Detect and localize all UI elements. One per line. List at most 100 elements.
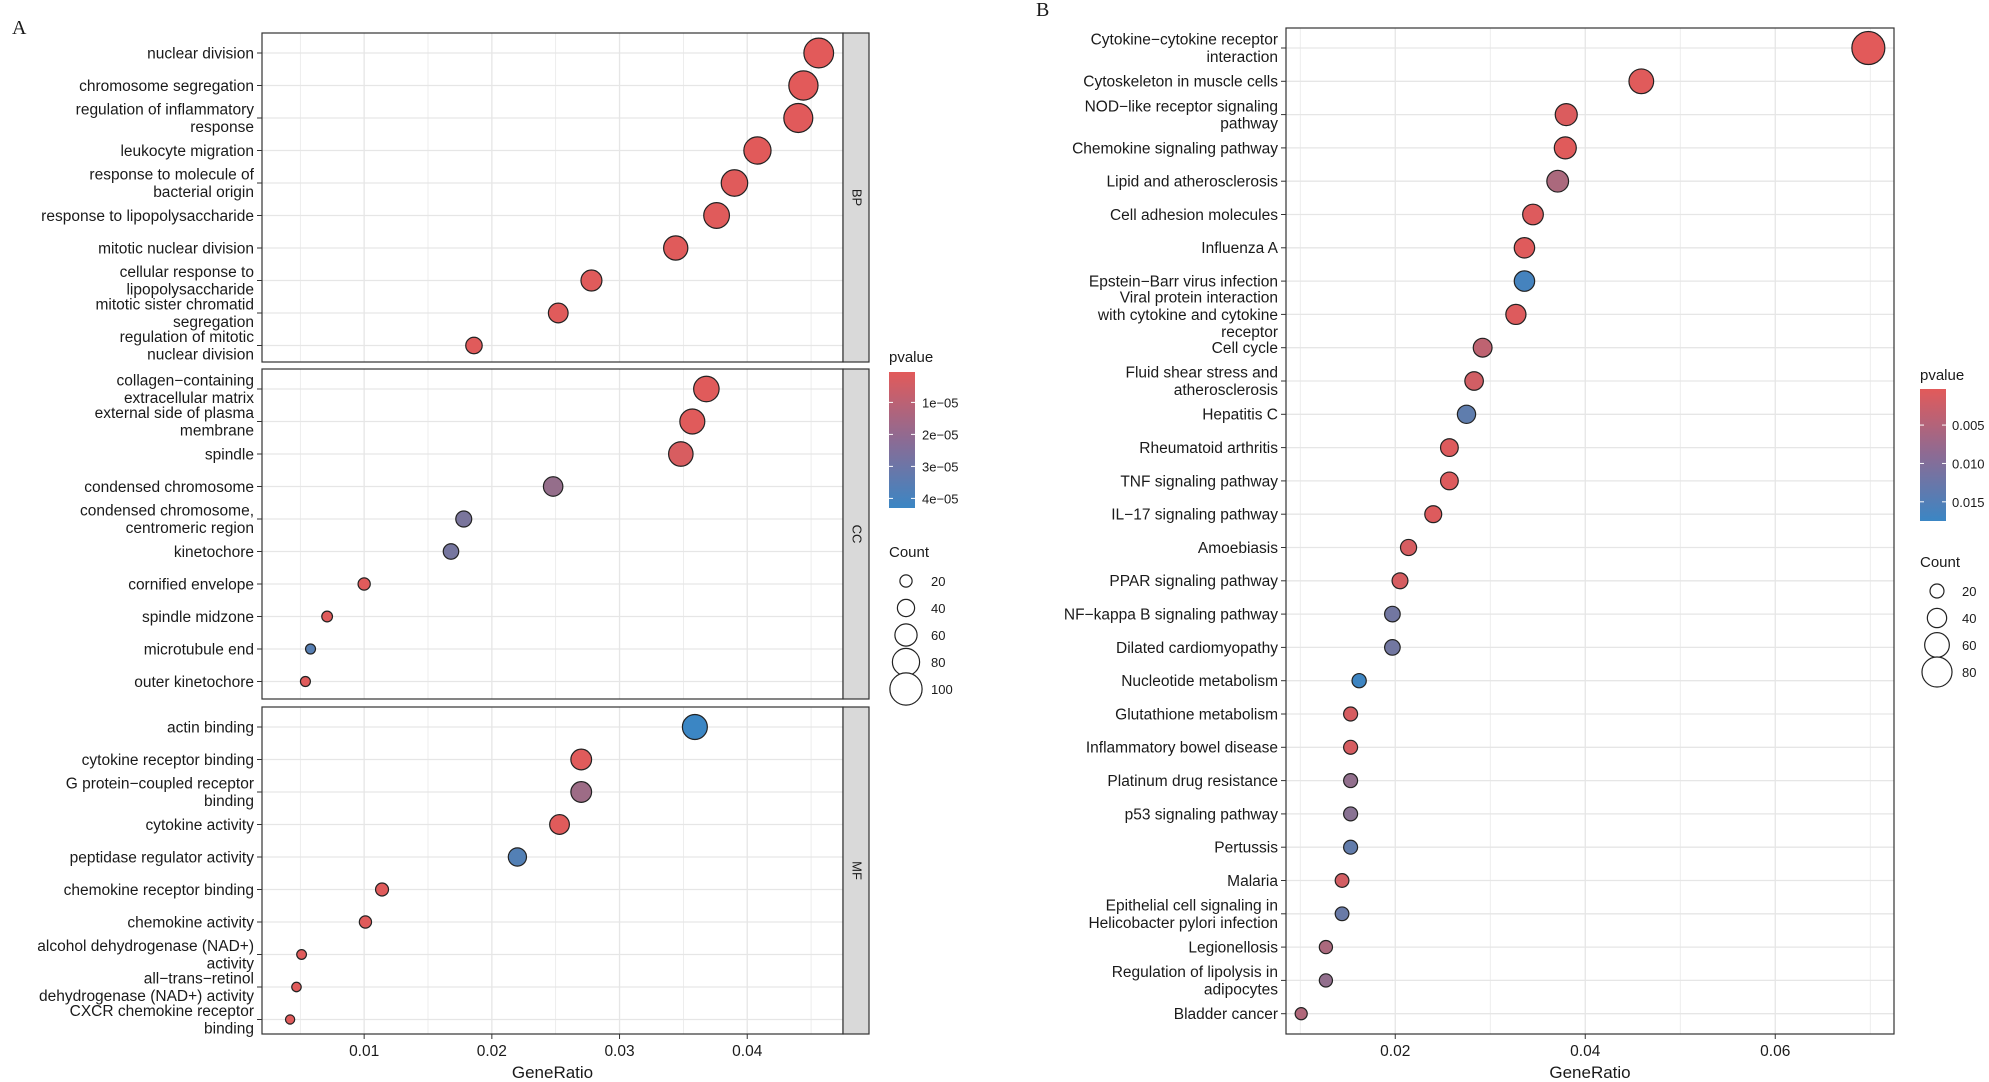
panel-b-legend-size-keys: 20 40 60 80 xyxy=(1921,583,1976,688)
point-bp-response-to-lipopolysaccharide xyxy=(703,202,731,229)
point-bp-mitotic-nuclear-division xyxy=(663,235,689,261)
size-key-label: 100 xyxy=(931,682,953,697)
term-label-kinetochore: kinetochore xyxy=(174,544,254,561)
term-label-cytokine-cytokine-receptor-interaction-line-2: interaction xyxy=(1206,49,1278,66)
panel-a-legend-colorbar-ticks: 1e−05 2e−05 3e−05 4e−05 xyxy=(889,395,959,506)
term-label-spindle: spindle xyxy=(205,446,254,463)
point-nod-like-receptor-signaling-pathway xyxy=(1554,102,1578,127)
term-label-tnf-signaling-pathway: TNF signaling pathway xyxy=(1120,473,1278,490)
x-tick-label: 0.03 xyxy=(604,1043,634,1060)
panel-a-legend-colorbar xyxy=(889,372,915,508)
term-label-viral-protein-interaction-with-cytokine-and-cytokine-receptor-line-3: receptor xyxy=(1221,324,1278,341)
term-label-external-side-of-plasma-membrane-line-2: membrane xyxy=(180,423,254,440)
term-label-ppar-signaling-pathway: PPAR signaling pathway xyxy=(1109,573,1278,590)
term-label-condensed-chromosome-centromeric-region-line-1: condensed chromosome, xyxy=(80,503,254,520)
term-label-cytokine-activity: cytokine activity xyxy=(145,817,254,834)
colorbar-tick-label: 2e−05 xyxy=(922,427,959,442)
term-label-cellular-response-to-lipopolysaccharide-line-2: lipopolysaccharide xyxy=(126,282,254,299)
size-key-label: 80 xyxy=(931,655,945,670)
point-mf-actin-binding xyxy=(681,713,708,741)
point-amoebiasis xyxy=(1399,538,1418,557)
facet-strip-bp xyxy=(842,32,870,363)
term-label-glutathione-metabolism: Glutathione metabolism xyxy=(1115,706,1278,723)
x-tick-label: 0.04 xyxy=(732,1043,763,1060)
panel-b-legend-count-title: Count xyxy=(1920,554,1961,571)
term-label-malaria: Malaria xyxy=(1227,873,1278,890)
facet-strip-cc xyxy=(842,368,870,700)
colorbar-tick-label: 3e−05 xyxy=(922,459,959,474)
size-key-label: 40 xyxy=(931,601,945,616)
term-label-fluid-shear-stress-and-atherosclerosis-line-1: Fluid shear stress and xyxy=(1126,365,1279,382)
colorbar-tick-label: 4e−05 xyxy=(922,491,959,506)
panel-letter-b: B xyxy=(1036,0,1049,21)
point-viral-protein-interaction-with-cytokine-and-cytokine-receptor xyxy=(1505,303,1527,326)
point-legionellosis xyxy=(1318,939,1334,955)
x-tick-label: 0.04 xyxy=(1570,1043,1601,1060)
point-mf-g-protein-coupled-receptor-binding xyxy=(570,781,593,803)
term-label-nod-like-receptor-signaling-pathway-line-1: NOD−like receptor signaling xyxy=(1085,98,1278,115)
term-label-chemokine-receptor-binding: chemokine receptor binding xyxy=(64,882,254,899)
term-label-condensed-chromosome: condensed chromosome xyxy=(84,479,254,496)
point-inflammatory-bowel-disease xyxy=(1343,739,1359,755)
term-label-cytokine-cytokine-receptor-interaction-line-1: Cytokine−cytokine receptor xyxy=(1091,32,1278,49)
point-rheumatoid-arthritis xyxy=(1439,438,1459,458)
point-cc-kinetochore xyxy=(442,543,460,560)
term-label-nod-like-receptor-signaling-pathway-line-2: pathway xyxy=(1220,116,1278,133)
panel-b-legend-pvalue-title: pvalue xyxy=(1920,367,1964,384)
point-bp-chromosome-segregation xyxy=(788,70,819,101)
term-label-regulation-of-mitotic-nuclear-division-line-1: regulation of mitotic xyxy=(120,329,255,346)
point-cc-condensed-chromosome-centromeric-region xyxy=(455,510,473,528)
term-label-regulation-of-lipolysis-in-adipocytes-line-1: Regulation of lipolysis in xyxy=(1112,964,1278,981)
size-key-label: 20 xyxy=(931,574,945,589)
point-cc-cornified-envelope xyxy=(357,577,371,591)
size-key-label: 60 xyxy=(1962,638,1976,653)
panel-b-legend-colorbar xyxy=(1920,389,1946,521)
term-label-g-protein-coupled-receptor-binding-line-1: G protein−coupled receptor xyxy=(66,776,254,793)
panel-b-legend: pvalue 0.005 0.010 0.015 Count 20 40 60 80 xyxy=(1920,367,1985,688)
point-bp-nuclear-division xyxy=(803,37,835,69)
term-label-collagen-containing-extracellular-matrix-line-1: collagen−containing xyxy=(117,373,254,390)
panel-b-points xyxy=(1294,30,1886,1021)
term-label-g-protein-coupled-receptor-binding-line-2: binding xyxy=(204,793,254,810)
point-p53-signaling-pathway xyxy=(1343,806,1359,822)
point-pertussis xyxy=(1343,839,1359,855)
term-label-nuclear-division: nuclear division xyxy=(147,45,254,62)
point-mf-cxcr-chemokine-receptor-binding xyxy=(284,1014,296,1025)
term-label-dilated-cardiomyopathy: Dilated cardiomyopathy xyxy=(1116,640,1278,657)
term-label-cytokine-receptor-binding: cytokine receptor binding xyxy=(82,752,254,769)
term-label-chromosome-segregation: chromosome segregation xyxy=(79,78,254,95)
point-bp-response-to-molecule-of-bacterial-origin xyxy=(720,169,749,197)
point-glutathione-metabolism xyxy=(1343,706,1359,722)
size-key-40 xyxy=(1926,607,1948,629)
size-key-label: 80 xyxy=(1962,665,1976,680)
point-cc-collagen-containing-extracellular-matrix xyxy=(693,375,720,403)
size-key-20 xyxy=(899,574,913,588)
term-label-bladder-cancer: Bladder cancer xyxy=(1174,1006,1278,1023)
colorbar-tick-label: 0.010 xyxy=(1952,456,1985,471)
term-label-chemokine-signaling-pathway: Chemokine signaling pathway xyxy=(1072,140,1278,157)
size-key-40 xyxy=(896,598,916,618)
term-label-influenza-a: Influenza A xyxy=(1201,240,1278,257)
term-label-response-to-molecule-of-bacterial-origin-line-1: response to molecule of xyxy=(89,167,254,184)
x-tick-label: 0.06 xyxy=(1760,1043,1790,1060)
term-label-p53-signaling-pathway: p53 signaling pathway xyxy=(1125,806,1279,823)
x-tick-label: 0.01 xyxy=(349,1043,379,1060)
term-label-nucleotide-metabolism: Nucleotide metabolism xyxy=(1121,673,1278,690)
point-regulation-of-lipolysis-in-adipocytes xyxy=(1318,973,1334,988)
point-nucleotide-metabolism xyxy=(1351,672,1367,689)
point-cc-spindle-midzone xyxy=(321,610,334,623)
term-label-cellular-response-to-lipopolysaccharide-line-1: cellular response to xyxy=(120,264,254,281)
term-label-chemokine-activity: chemokine activity xyxy=(127,914,254,931)
point-mf-cytokine-activity xyxy=(549,814,570,835)
point-cc-microtubule-end xyxy=(304,643,317,655)
point-cc-external-side-of-plasma-membrane xyxy=(679,408,706,435)
panel-a-legend-size-keys: 20 40 60 80 100 xyxy=(889,574,953,706)
term-label-pertussis: Pertussis xyxy=(1214,840,1278,857)
panel-a-term-labels: nuclear division chromosome segregation re… xyxy=(37,45,262,1038)
facet-strip-mf xyxy=(842,706,870,1035)
term-label-actin-binding: actin binding xyxy=(167,719,254,736)
term-label-regulation-of-lipolysis-in-adipocytes-line-2: adipocytes xyxy=(1204,982,1278,999)
term-label-nf-kappa-b-signaling-pathway: NF−kappa B signaling pathway xyxy=(1064,607,1278,624)
point-fluid-shear-stress-and-atherosclerosis xyxy=(1464,371,1484,391)
